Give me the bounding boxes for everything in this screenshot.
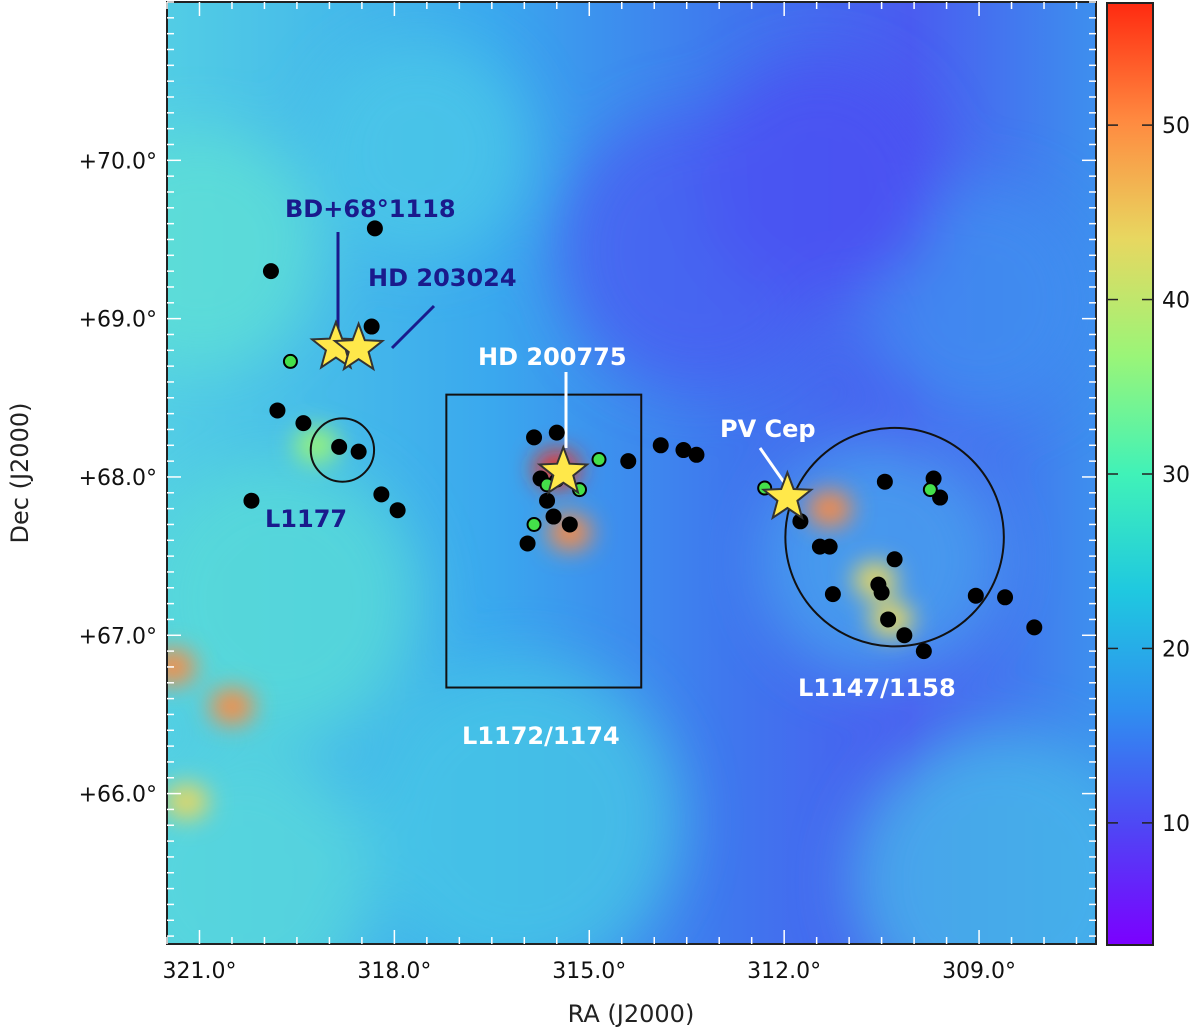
label-l1147: L1147/1158 — [798, 674, 956, 702]
hotspot — [167, 783, 209, 820]
star-markers — [309, 319, 814, 521]
black-point — [389, 502, 406, 519]
region-circle — [784, 426, 1005, 648]
black-point — [896, 627, 913, 644]
black-point — [539, 492, 556, 509]
map-texture — [167, 40, 1096, 944]
black-point — [792, 513, 809, 530]
colorbar-tick-label: 10 — [1162, 812, 1190, 837]
black-point — [824, 586, 841, 603]
label-l1172: L1172/1174 — [462, 722, 620, 750]
black-point — [363, 318, 380, 335]
texture-blob — [310, 40, 530, 260]
label-l1177: L1177 — [265, 505, 347, 533]
colorbar-tick-label: 50 — [1162, 114, 1190, 139]
black-point — [295, 415, 312, 432]
y-tick-label: +69.0° — [79, 308, 157, 333]
black-point — [821, 538, 838, 555]
green-point — [282, 353, 298, 369]
green-point — [591, 452, 607, 468]
x-tick-label: 318.0° — [357, 959, 431, 984]
star-marker — [332, 320, 386, 372]
x-tick-label: 309.0° — [942, 959, 1016, 984]
y-tick-label: +68.0° — [79, 466, 157, 491]
hotspot — [294, 427, 339, 464]
black-point — [350, 443, 367, 460]
hotspot — [807, 490, 852, 527]
black-point — [880, 611, 897, 628]
colorbar: 10 20 30 40 50 — [1106, 2, 1190, 946]
y-tick-labels: +66.0° +67.0° +68.0° +69.0° +70.0° — [79, 149, 157, 807]
black-point — [915, 643, 932, 660]
label-hd203: HD 203024 — [368, 264, 517, 292]
green-point — [526, 516, 542, 532]
region-rect — [445, 393, 643, 689]
black-point — [997, 589, 1014, 606]
green-point — [922, 482, 938, 498]
axis-ticks — [166, 1, 1096, 944]
colorbar-tick-label: 40 — [1162, 289, 1190, 314]
black-point — [262, 263, 279, 280]
black-point — [331, 438, 348, 455]
texture-blob — [850, 730, 1096, 944]
label-hd200: HD 200775 — [478, 343, 627, 371]
black-point — [243, 492, 260, 509]
star-marker — [760, 469, 814, 521]
x-tick-label: 312.0° — [747, 959, 821, 984]
texture-blob — [360, 660, 680, 944]
plot-frame — [166, 1, 1097, 945]
black-point — [967, 587, 984, 604]
black-point — [652, 437, 669, 454]
leader-hd203 — [390, 304, 436, 350]
texture-blob — [167, 460, 420, 740]
black-point — [526, 429, 543, 446]
black-point — [1026, 619, 1043, 636]
texture-blob — [700, 60, 940, 300]
black-point — [519, 535, 536, 552]
black-point — [366, 220, 383, 237]
label-bd: BD+68°1118 — [285, 195, 456, 223]
black-point — [561, 516, 578, 533]
region-circle — [309, 417, 376, 483]
intensity-map — [167, 2, 1096, 944]
y-tick-label: +67.0° — [79, 624, 157, 649]
black-point — [876, 473, 893, 490]
colorbar-tick-label: 20 — [1162, 637, 1190, 662]
black-point — [620, 453, 637, 470]
black-points — [243, 220, 1043, 660]
black-point — [688, 446, 705, 463]
black-point — [675, 442, 692, 459]
x-axis-title: RA (J2000) — [568, 1000, 695, 1028]
label-pvcep: PV Cep — [720, 415, 816, 443]
colorbar-tick-label: 30 — [1162, 463, 1190, 488]
black-point — [545, 508, 562, 525]
region-overlays — [309, 393, 1005, 689]
black-point — [269, 402, 286, 419]
x-tick-labels: 321.0° 318.0° 315.0° 312.0° 309.0° — [162, 959, 1016, 984]
y-tick-label: +66.0° — [79, 783, 157, 808]
colorbar-ticks: 10 20 30 40 50 — [1107, 114, 1190, 837]
black-point — [886, 551, 903, 568]
x-tick-label: 321.0° — [162, 959, 236, 984]
hotspot — [209, 688, 254, 725]
star-marker — [536, 444, 590, 495]
x-tick-label: 315.0° — [552, 959, 626, 984]
texture-blob — [167, 750, 370, 944]
black-point — [873, 584, 890, 601]
texture-blob — [167, 130, 320, 370]
y-axis-title: Dec (J2000) — [6, 403, 34, 544]
y-tick-label: +70.0° — [79, 149, 157, 174]
hotspot — [167, 648, 196, 685]
black-point — [548, 424, 565, 441]
black-point — [373, 486, 390, 503]
